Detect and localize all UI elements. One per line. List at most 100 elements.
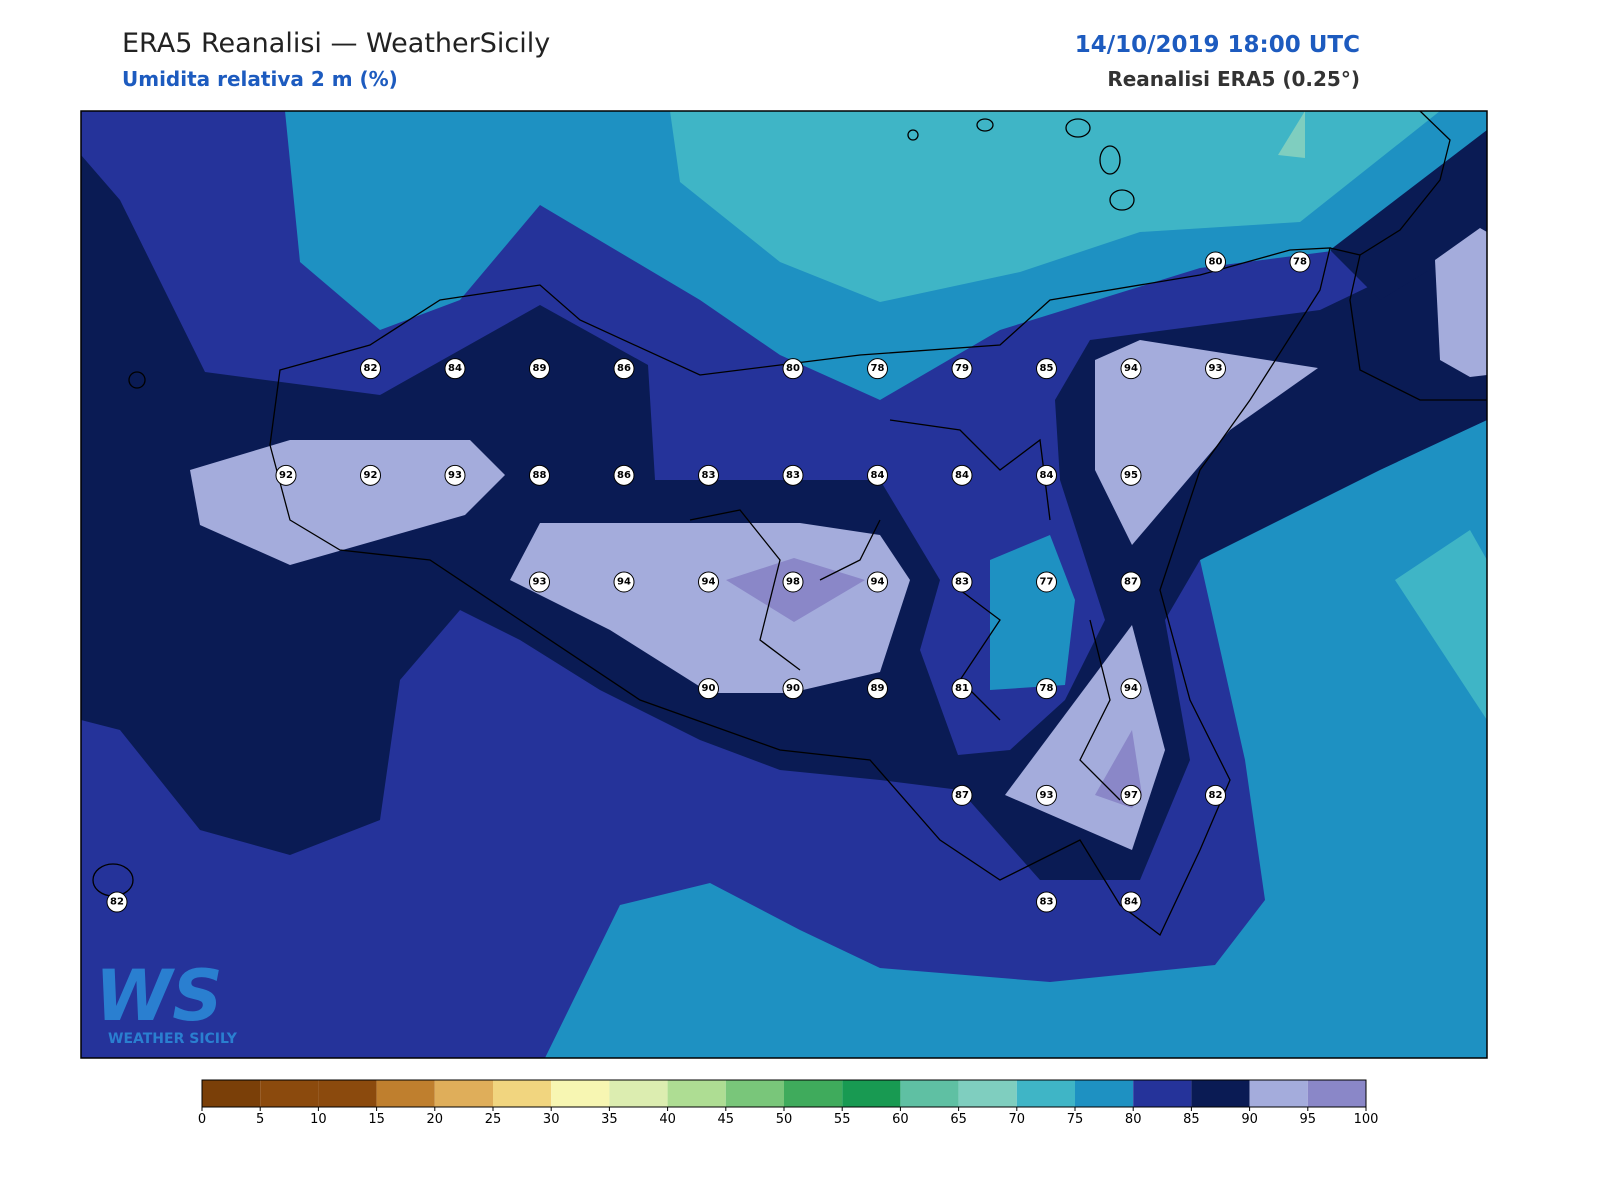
station-marker <box>1205 784 1226 806</box>
colorbar-tick-label: 20 <box>427 1112 444 1127</box>
station: 93 <box>1036 784 1057 806</box>
station-value: 79 <box>955 363 969 374</box>
colorbar-segment <box>551 1080 610 1107</box>
colorbar-tick-label: 55 <box>834 1112 851 1127</box>
station-marker <box>1036 678 1057 700</box>
colorbar-tick-label: 95 <box>1300 1112 1317 1127</box>
station: 82 <box>106 891 128 913</box>
station-value: 82 <box>364 363 378 374</box>
colorbar-segment <box>667 1080 726 1107</box>
station-marker <box>1036 784 1057 806</box>
station: 94 <box>867 571 888 593</box>
station-marker <box>782 464 804 486</box>
contour-field <box>81 111 1487 1058</box>
station-marker <box>1120 784 1142 806</box>
station-marker <box>529 464 550 486</box>
station-marker <box>951 784 973 806</box>
colorbar-segment <box>376 1080 435 1107</box>
station-value: 97 <box>1124 790 1138 801</box>
colorbar-segment <box>1191 1080 1250 1107</box>
station-marker <box>613 358 635 380</box>
station: 79 <box>951 358 973 380</box>
colorbar-tick-label: 35 <box>601 1112 618 1127</box>
station-value: 80 <box>786 363 800 374</box>
station-marker <box>951 358 973 380</box>
colorbar-tick-label: 15 <box>368 1112 385 1127</box>
station-value: 88 <box>533 470 547 481</box>
station-value: 81 <box>955 683 969 694</box>
station-value: 87 <box>1124 577 1138 588</box>
station-value: 93 <box>533 577 547 588</box>
station-value: 90 <box>702 683 716 694</box>
contour-fill <box>1435 228 1487 377</box>
colorbar: 0 5 10 15 20 25 30 35 40 45 50 55 60 65 70 75 80 85 90 95 10… <box>198 1079 1378 1127</box>
colorbar-tick-label: 45 <box>718 1112 735 1127</box>
logo-text: WEATHER SICILY <box>108 1031 238 1047</box>
station: 78 <box>867 358 888 380</box>
station-value: 94 <box>702 577 716 588</box>
colorbar-segment <box>784 1080 843 1107</box>
station: 81 <box>951 678 973 700</box>
colorbar-segment <box>260 1080 319 1107</box>
colorbar-tick-label: 40 <box>659 1112 676 1127</box>
station-value: 83 <box>955 577 969 588</box>
station: 87 <box>951 784 973 806</box>
station-marker <box>1036 358 1057 380</box>
station: 97 <box>1120 784 1142 806</box>
station: 98 <box>782 571 804 593</box>
subtitle: Umidita relativa 2 m (%) <box>122 67 398 91</box>
station-marker <box>1036 571 1057 593</box>
colorbar-segment <box>1307 1080 1366 1107</box>
contour-fill <box>1278 111 1305 158</box>
colorbar-segment <box>1249 1080 1308 1107</box>
station-value: 94 <box>871 577 885 588</box>
station-marker <box>529 358 550 380</box>
station-marker <box>1120 891 1142 913</box>
station: 80 <box>1205 251 1226 273</box>
station-value: 83 <box>786 470 800 481</box>
station: 84 <box>1120 891 1142 913</box>
station-marker <box>1120 571 1142 593</box>
colorbar-tick-label: 90 <box>1241 1112 1258 1127</box>
station: 90 <box>782 678 804 700</box>
station: 87 <box>1120 571 1142 593</box>
station: 92 <box>275 464 297 486</box>
station: 84 <box>951 464 973 486</box>
station: 92 <box>360 464 381 486</box>
station: 83 <box>698 464 719 486</box>
contour-fill <box>990 535 1075 690</box>
colorbar-tick-label: 85 <box>1183 1112 1200 1127</box>
logo-mark: WS <box>95 955 223 1037</box>
station-layer: 80 78 82 84 89 86 80 78 79 85 94 93 92 92 93 88 86 83 83 84… <box>106 251 1311 913</box>
station-value: 93 <box>1040 790 1054 801</box>
logo: WS WEATHER SICILY <box>95 955 238 1047</box>
station-value: 82 <box>110 897 124 908</box>
station-marker <box>698 678 719 700</box>
station: 93 <box>1205 358 1226 380</box>
colorbar-tick-label: 0 <box>198 1112 206 1127</box>
colorbar-tick-label: 70 <box>1009 1112 1026 1127</box>
station: 82 <box>1205 784 1226 806</box>
station-marker <box>106 891 128 913</box>
colorbar-segment <box>958 1080 1017 1107</box>
station-marker <box>444 464 466 486</box>
station: 89 <box>529 358 550 380</box>
colorbar-segment <box>318 1080 377 1107</box>
station: 84 <box>444 358 466 380</box>
station-marker <box>613 571 635 593</box>
station-marker <box>951 678 973 700</box>
colorbar-segment <box>1075 1080 1134 1107</box>
station: 77 <box>1036 571 1057 593</box>
colorbar-segment <box>434 1080 493 1107</box>
station-marker <box>782 358 804 380</box>
station-value: 80 <box>1209 257 1223 268</box>
colorbar-tick-label: 75 <box>1067 1112 1084 1127</box>
source: Reanalisi ERA5 (0.25°) <box>1107 67 1360 91</box>
station-value: 85 <box>1040 363 1054 374</box>
station: 94 <box>698 571 719 593</box>
station-marker <box>444 358 466 380</box>
station-value: 84 <box>1124 897 1138 908</box>
station-value: 84 <box>448 363 462 374</box>
contour-fill <box>545 420 1487 1058</box>
